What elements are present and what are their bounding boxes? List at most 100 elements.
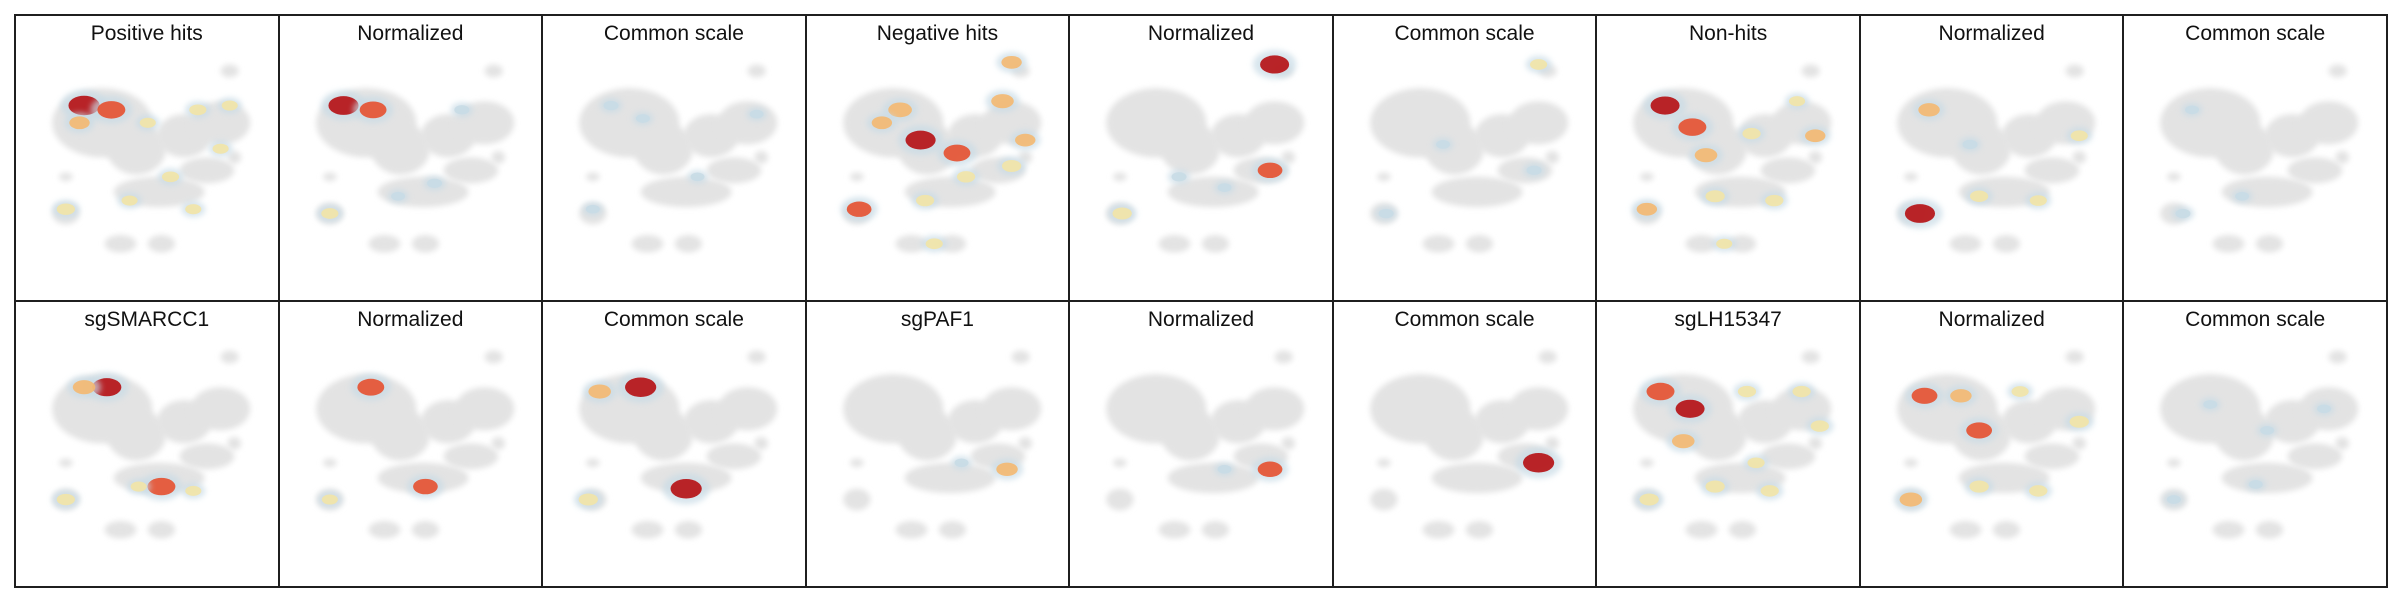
density-spot <box>1636 202 1658 216</box>
density-map <box>52 350 251 539</box>
panel-title: Common scale <box>2185 22 2326 45</box>
umap-cluster <box>747 350 766 364</box>
density-map <box>2160 64 2359 253</box>
umap-cluster <box>1158 235 1191 253</box>
umap-cluster <box>2215 408 2275 461</box>
umap-cluster <box>1903 172 1918 182</box>
umap-cluster <box>1685 521 1718 539</box>
umap-cluster <box>1465 521 1493 539</box>
density-spot <box>1792 385 1812 398</box>
density-spots <box>317 373 444 508</box>
umap-cluster <box>674 521 703 539</box>
umap-cluster <box>1640 172 1655 182</box>
umap-cluster <box>454 387 514 431</box>
density-spot <box>2029 195 2047 206</box>
umap-cluster <box>1545 150 1559 164</box>
density-spot <box>603 100 619 111</box>
umap-cluster <box>754 436 769 450</box>
umap-cluster <box>2329 350 2348 364</box>
umap-cluster <box>1113 458 1127 468</box>
umap-cluster <box>1949 235 1982 253</box>
umap-cluster <box>1245 101 1305 145</box>
umap-cluster <box>586 458 600 468</box>
density-spot <box>915 194 934 207</box>
density-spot <box>1678 118 1707 136</box>
density-spot <box>670 478 702 499</box>
umap-cluster <box>1760 443 1816 470</box>
umap-background <box>2160 64 2359 253</box>
density-spot <box>2260 426 2275 435</box>
density-spot <box>1260 55 1290 74</box>
chart-panel: sgLH15347 <box>1595 300 1861 588</box>
panel-title: Positive hits <box>90 22 203 45</box>
umap-cluster <box>106 122 166 175</box>
chart-panel: Normalized <box>1068 14 1334 302</box>
density-spots <box>2172 102 2254 222</box>
density-spots <box>1893 382 2094 511</box>
chart-panel: Positive hits <box>14 14 280 302</box>
density-spot <box>1705 480 1726 493</box>
density-spot <box>2029 485 2048 497</box>
umap-cluster <box>631 521 664 539</box>
umap-cluster <box>1424 408 1484 461</box>
density-spot <box>1969 480 1989 493</box>
density-map <box>315 350 514 539</box>
density-map <box>1897 64 2096 253</box>
umap-cluster <box>322 172 337 182</box>
density-spot <box>749 109 764 119</box>
density-spot <box>1257 162 1283 179</box>
density-spot <box>995 462 1018 476</box>
umap-cluster <box>1422 521 1455 539</box>
density-spot <box>1962 139 1978 150</box>
umap-cluster <box>1011 350 1030 364</box>
density-spots <box>950 455 1023 481</box>
density-spots <box>316 90 473 223</box>
umap-cluster <box>1274 350 1294 364</box>
umap-cluster <box>1376 172 1391 182</box>
density-spot <box>1171 172 1187 182</box>
density-spot <box>2249 480 2264 489</box>
umap-cluster <box>484 350 503 364</box>
panel-title: Normalized <box>1938 308 2045 331</box>
umap-cluster <box>2299 101 2359 145</box>
density-spot <box>846 201 872 217</box>
density-spot <box>887 102 912 118</box>
chart-panel: Common scale <box>541 300 807 588</box>
density-spot <box>97 101 126 119</box>
density-map <box>315 64 514 253</box>
density-spot <box>426 178 442 188</box>
density-map <box>52 64 251 253</box>
density-spot <box>1639 493 1660 506</box>
density-spot <box>1646 382 1675 401</box>
density-spot <box>925 238 943 250</box>
density-spot <box>588 384 612 399</box>
umap-cluster <box>1281 436 1296 450</box>
density-spot <box>586 204 600 214</box>
umap-cluster <box>1729 235 1757 253</box>
density-spot <box>905 130 936 150</box>
density-spot <box>1911 387 1938 404</box>
chart-panel: Normalized <box>277 300 544 588</box>
panel-title: Common scale <box>1394 308 1535 331</box>
umap-cluster <box>706 443 762 470</box>
umap-cluster <box>368 521 400 539</box>
chart-panel: Normalized <box>1858 300 2125 588</box>
umap-cluster <box>981 387 1041 431</box>
density-spot <box>356 378 384 396</box>
density-spots <box>1107 49 1297 224</box>
density-spot <box>92 378 122 397</box>
chart-panel: Normalized <box>1858 14 2125 302</box>
umap-cluster <box>2335 150 2350 164</box>
umap-cluster <box>59 172 73 182</box>
density-spot <box>1217 183 1232 192</box>
density-spot <box>990 94 1014 109</box>
umap-cluster <box>706 157 762 184</box>
density-spot <box>1789 96 1806 107</box>
umap-cluster <box>1018 436 1032 450</box>
density-spots <box>1514 447 1562 479</box>
chart-panel: Common scale <box>2122 14 2388 302</box>
panel-title: Normalized <box>357 22 464 45</box>
density-spot <box>1966 422 1992 439</box>
density-spots <box>1897 99 2092 229</box>
umap-cluster <box>227 150 242 164</box>
